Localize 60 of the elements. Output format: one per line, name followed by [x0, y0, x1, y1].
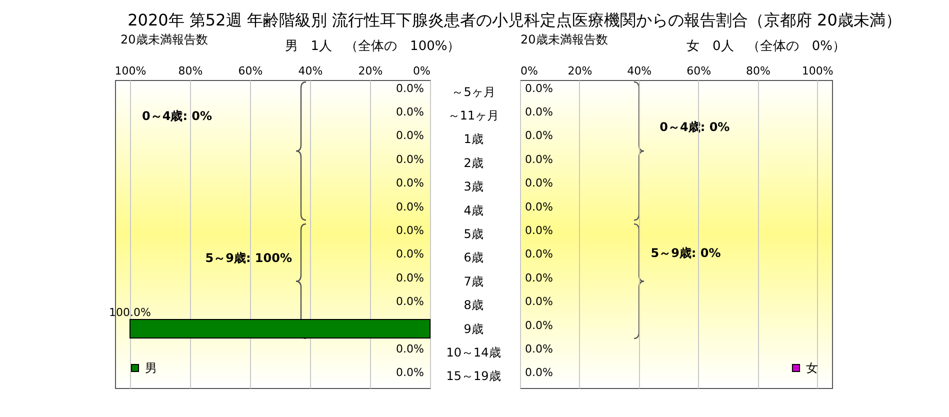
- x-tick-label: 60%: [238, 64, 262, 77]
- y-tick-label: 15～19歳: [446, 368, 500, 383]
- y-tick-label: 8歳: [463, 298, 483, 312]
- y-tick-label: ～11ヶ月: [447, 108, 499, 122]
- data-label: 0.0%: [396, 200, 424, 213]
- data-label: 0.0%: [524, 270, 552, 284]
- x-tick-label: 60%: [686, 64, 711, 77]
- data-label: 0.0%: [524, 200, 552, 213]
- x-tick-label: 80%: [178, 64, 202, 77]
- chart-subtitle: 女 0人 （全体の 0%）: [686, 38, 845, 54]
- x-tick-label: 80%: [745, 64, 770, 77]
- y-tick-label: ～5ヶ月: [451, 84, 495, 98]
- data-label: 0.0%: [396, 224, 424, 236]
- x-tick-label: 0%: [520, 64, 538, 77]
- x-tick-label: 40%: [626, 64, 652, 77]
- x-tick-label: 40%: [298, 64, 322, 77]
- x-tick-label: 100%: [114, 64, 146, 77]
- y-tick-label: 3歳: [463, 179, 483, 194]
- data-label: 0.0%: [396, 270, 424, 284]
- data-label: 0.0%: [524, 81, 552, 94]
- data-label: 0.0%: [524, 224, 552, 236]
- annotation: 5～9歳: 100%: [205, 250, 292, 265]
- y-tick-label: 5歳: [463, 226, 483, 240]
- x-axis-title: 20歳未満報告数: [520, 32, 608, 46]
- data-label: 0.0%: [396, 176, 424, 190]
- data-label: 0.0%: [524, 366, 552, 379]
- data-label: 0.0%: [524, 318, 552, 332]
- legend-label: 女: [806, 360, 818, 374]
- y-tick-label: 2歳: [463, 155, 483, 170]
- data-label: 0.0%: [396, 366, 424, 379]
- data-label: 0.0%: [524, 105, 552, 118]
- annotation: 5～9歳: 0%: [650, 246, 721, 260]
- y-tick-label: 4歳: [463, 202, 483, 217]
- data-label: 0.0%: [396, 128, 424, 142]
- data-label: 0.0%: [524, 247, 552, 260]
- y-tick-label: 6歳: [463, 250, 483, 264]
- legend-label: 男: [144, 360, 156, 374]
- data-label: 0.0%: [524, 128, 552, 142]
- x-tick-label: 20%: [567, 64, 592, 77]
- data-label: 0.0%: [396, 105, 424, 118]
- data-label: 0.0%: [396, 342, 424, 355]
- y-tick-label: 7歳: [463, 274, 483, 288]
- y-tick-label: 9歳: [463, 321, 483, 336]
- y-tick-label: 1歳: [463, 132, 483, 146]
- data-label: 0.0%: [396, 152, 424, 166]
- data-label: 0.0%: [396, 294, 424, 308]
- data-label: 0.0%: [524, 176, 552, 190]
- data-label: 0.0%: [396, 81, 424, 94]
- data-label: 0.0%: [524, 152, 552, 166]
- y-tick-label: 10～14歳: [446, 344, 500, 359]
- data-label: 0.0%: [396, 247, 424, 260]
- data-label: 0.0%: [524, 342, 552, 355]
- x-tick-label: 0%: [412, 64, 430, 77]
- annotation: 0～4歳: 0%: [142, 108, 212, 123]
- x-axis-title: 20歳未満報告数: [120, 32, 208, 46]
- text: 2020年 第52週 年齢階級別 流行性耳下腺炎患者の小児科定点医療機関からの報告割合（京都府 20歳未満）: [127, 10, 901, 29]
- x-tick-label: 20%: [358, 64, 382, 77]
- data-label: 0.0%: [524, 294, 552, 308]
- chart-subtitle: 男 1人 （全体の 100%）: [284, 38, 460, 54]
- x-tick-label: 100%: [801, 64, 833, 77]
